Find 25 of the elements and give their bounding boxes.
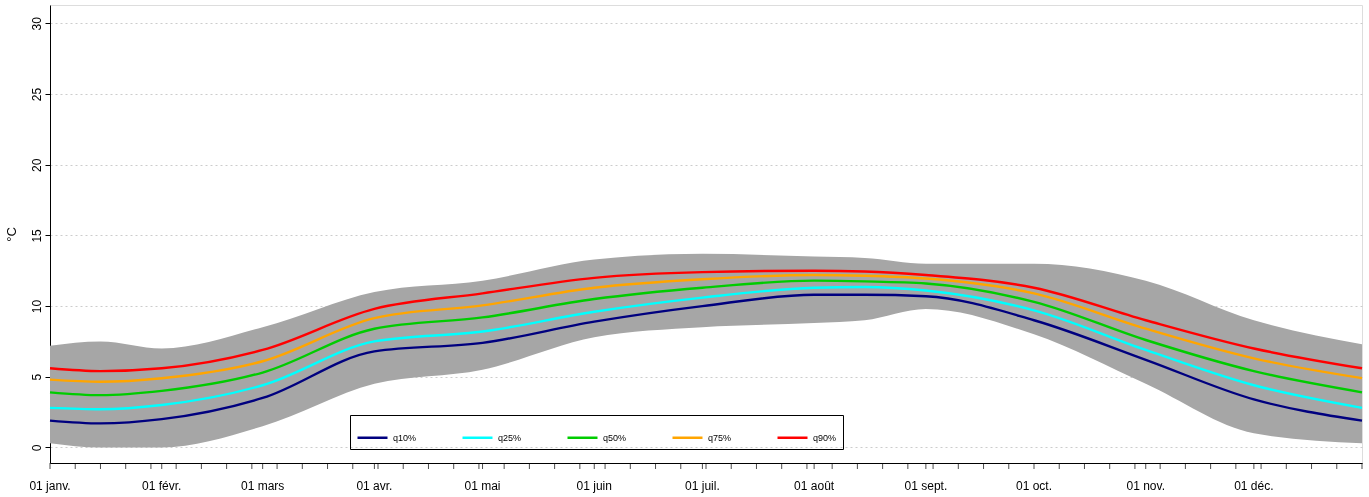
- x-tick-label: 01 juil.: [685, 479, 720, 493]
- x-tick-label: 01 déc.: [1234, 479, 1274, 493]
- y-tick-label: 20: [29, 158, 44, 172]
- x-tick-label: 01 août: [794, 479, 835, 493]
- x-tick-label: 01 juin: [576, 479, 612, 493]
- x-tick-label: 01 févr.: [142, 479, 182, 493]
- x-tick-label: 01 mars: [240, 479, 285, 493]
- y-tick-label: 5: [29, 373, 44, 381]
- legend-label: q90%: [813, 432, 837, 443]
- y-tick-label: 25: [29, 87, 44, 102]
- legend-label: q25%: [498, 432, 522, 443]
- x-tick-label: 01 nov.: [1126, 479, 1165, 493]
- y-tick-label: 0: [29, 444, 44, 452]
- y-axis-title: °C: [3, 227, 19, 242]
- x-tick-label: 01 mai: [464, 479, 501, 493]
- legend-label: q10%: [393, 432, 417, 443]
- y-tick-label: 30: [29, 16, 44, 31]
- x-tick-label: 01 sept.: [904, 479, 948, 493]
- y-tick-label: 15: [29, 228, 44, 243]
- x-tick-label: 01 oct.: [1015, 479, 1053, 493]
- legend-label: q75%: [708, 432, 732, 443]
- x-tick-label: 01 avr.: [356, 479, 393, 493]
- x-tick-label: 01 janv.: [29, 479, 71, 493]
- legend-label: q50%: [603, 432, 627, 443]
- y-tick-label: 10: [29, 299, 44, 314]
